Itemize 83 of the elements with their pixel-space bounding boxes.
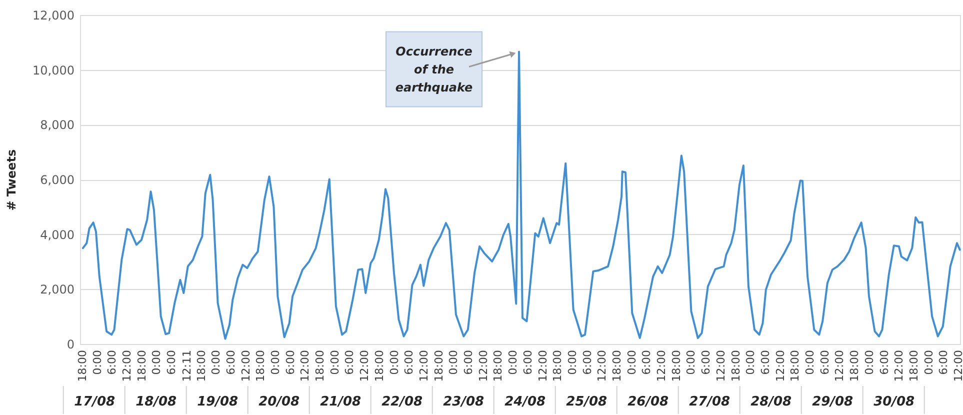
y-tick-label: 12,000 [32,8,74,22]
x2-tick-label: 25/08 [566,394,608,410]
x-tick-label: 12:00 [892,350,906,382]
x-tick-label: 18:00 [314,350,327,382]
x-tick-label: 18:00 [610,350,624,382]
x-tick-label: 6:00 [165,350,178,375]
x2-tick-label: 24/08 [504,394,546,410]
x-tick-label: 0:00 [625,350,638,375]
x-tick-label: 6:00 [640,350,654,375]
x-tick-label: 0:00 [447,350,460,375]
x-tick-label: 6:00 [224,350,238,375]
x-tick-label: 0:00 [90,350,104,375]
x-tick-label: 12:00 [476,350,490,382]
x2-tick-label: 21/08 [320,394,362,410]
x2-tick-label: 18/08 [136,394,177,410]
x-tick-label: 18:00 [551,350,564,382]
x2-tick-label: 22/08 [382,394,423,410]
x2-tick-label: 17/08 [74,394,116,410]
x-tick-label: 18:00 [729,350,742,382]
x2-tick-label: 23/08 [443,394,484,410]
x-tick-label: 6:00 [758,350,772,375]
x2-tick-label: 20/08 [258,394,300,410]
x-tick-label: 12:00 [417,350,430,382]
x-tick-label: 6:00 [521,350,534,375]
x-tick-label: 0:00 [862,350,876,375]
x2-tick-label: 26/08 [628,394,669,410]
x-tick-label: 0:00 [150,350,164,375]
x-tick-label: 0:00 [268,350,282,375]
y-tick-label: 6,000 [40,173,74,187]
annotation: Occurrence of the earthquake [395,44,473,95]
x2-tick-label: 29/08 [812,394,854,410]
x-tick-label: 0:00 [804,350,817,375]
x-tick-label: 0:00 [388,350,401,375]
x-tick-label: 18:00 [76,350,89,382]
x-tick-label: 6:00 [343,350,356,375]
x-tick-label: 12:00 [298,350,312,382]
x2-tick-label: 28/08 [750,394,792,410]
x-tick-label: 12:00 [120,350,134,382]
x-tick-label: 0:00 [744,350,758,375]
x-tick-label: 6:00 [818,350,832,375]
x-tick-label: 12:00 [774,350,787,382]
x-tick-label: 0:00 [566,350,579,375]
x-tick-label: 18:00 [432,350,446,382]
x-tick-label: 6:00 [878,350,891,375]
x-tick-label: 12:00 [358,350,372,382]
x-tick-label: 0:00 [506,350,520,375]
x-tick-label: 18:00 [372,350,386,382]
y-tick-label: 2,000 [40,282,74,297]
y-tick-label: 0 [66,338,74,352]
y-tick-label: 4,000 [40,228,74,242]
x-tick-label: 18:00 [194,350,208,382]
x-tick-label: 0:00 [210,350,223,375]
x-tick-label: 6:00 [284,350,297,375]
x-tick-label: 12:00 [714,350,728,382]
x-tick-label: 18:00 [670,350,683,382]
x-tick-label: 0:00 [328,350,342,375]
x-tick-label: 6:00 [402,350,416,375]
x-tick-label: 18:00 [135,350,148,382]
y-tick-label: 8,000 [40,118,74,132]
x-tick-label: 6:00 [580,350,594,375]
x2-tick-label: 19/08 [197,394,238,410]
x-tick-label: 6:00 [462,350,476,375]
x-tick-label: 0:00 [922,350,936,375]
x-tick-label: 12:00 [655,350,668,382]
x-tick-label: 18:00 [492,350,505,382]
x-tick-label: 18:00 [848,350,862,382]
x2-tick-label: 27/08 [689,394,730,410]
x-tick-label: 12:00 [952,350,963,382]
x-tick-label: 12:00 [239,350,252,382]
x-tick-label: 12:00 [596,350,609,382]
x-tick-label: 12:11 [180,350,194,382]
y-axis-title: # Tweets [4,149,19,211]
x-tick-label: 18:00 [907,350,920,382]
x-tick-label: 6:00 [106,350,119,375]
x-tick-label: 12:00 [833,350,846,382]
x-tick-label: 6:00 [937,350,950,375]
x-tick-label: 0:00 [684,350,698,375]
x2-tick-label: 30/08 [874,394,915,410]
y-tick-label: 10,000 [32,63,74,78]
x-tick-label: 6:00 [700,350,713,375]
x-tick-label: 18:00 [254,350,268,382]
x-tick-label: 12:00 [536,350,550,382]
x-tick-label: 18:00 [788,350,802,382]
